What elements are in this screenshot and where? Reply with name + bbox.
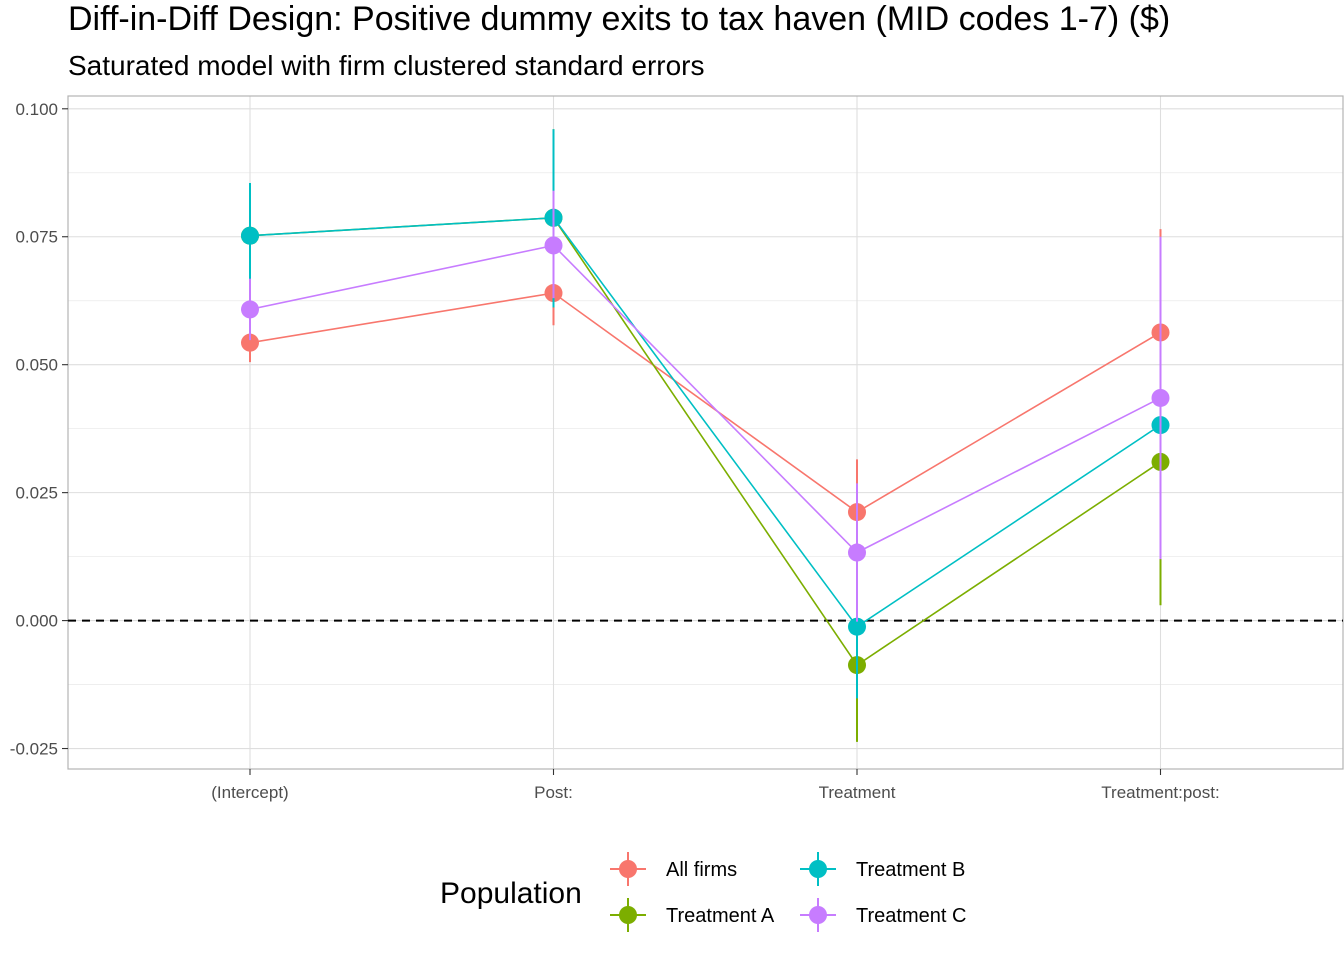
y-tick-label: 0.100 xyxy=(15,100,58,119)
y-tick-label: -0.025 xyxy=(10,740,58,759)
legend-label: Treatment B xyxy=(856,859,965,881)
data-point xyxy=(241,300,259,319)
legend-key-point xyxy=(809,860,827,878)
series-treatment-c xyxy=(241,190,1170,622)
legend-item-all-firms: All firms xyxy=(610,852,737,886)
series-layer xyxy=(241,129,1170,742)
chart-title: Diff-in-Diff Design: Positive dummy exit… xyxy=(68,0,1170,38)
series-treatment-a xyxy=(241,129,1170,742)
series-line xyxy=(249,216,1161,628)
plot-panel-border xyxy=(67,95,1344,770)
x-tick-label: Treatment:post: xyxy=(1101,783,1219,802)
legend-item-treatment-b: Treatment B xyxy=(800,852,965,886)
legend-key-point xyxy=(619,906,637,924)
legend-label: All firms xyxy=(666,859,737,881)
major-gridlines xyxy=(68,96,1343,769)
legend-label: Treatment C xyxy=(856,905,966,927)
y-tick-label: 0.000 xyxy=(15,612,58,631)
legend-item-treatment-c: Treatment C xyxy=(800,898,966,932)
data-point xyxy=(1151,388,1170,407)
x-tick-label: Treatment xyxy=(819,783,896,802)
chart-subtitle: Saturated model with firm clustered stan… xyxy=(68,50,705,81)
legend-keys: All firms Treatment A Treatment B Treatment… xyxy=(610,852,966,932)
y-tick-label: 0.075 xyxy=(15,228,58,247)
legend-title: Population xyxy=(440,877,582,910)
legend-item-treatment-a: Treatment A xyxy=(610,898,775,932)
series-line xyxy=(249,216,1161,667)
data-point xyxy=(848,617,866,636)
legend: Population All firms Treatment A Treatment… xyxy=(440,852,966,932)
series-line xyxy=(249,292,1161,514)
minor-gridlines xyxy=(68,172,1343,685)
data-point xyxy=(241,226,259,245)
series-treatment-b xyxy=(241,129,1170,699)
x-axis-ticks: (Intercept) Post: Treatment Treatment:post: xyxy=(211,769,1220,802)
data-point xyxy=(848,543,866,562)
y-tick-label: 0.025 xyxy=(15,484,58,503)
y-axis-ticks: -0.025 0.000 0.025 0.050 0.075 0.100 xyxy=(10,100,68,759)
legend-key-point xyxy=(809,906,827,924)
x-tick-label: (Intercept) xyxy=(211,783,288,802)
legend-key-point xyxy=(619,860,637,878)
data-point xyxy=(241,333,259,352)
y-tick-label: 0.050 xyxy=(15,356,58,375)
legend-label: Treatment A xyxy=(666,905,775,927)
x-tick-label: Post: xyxy=(534,783,573,802)
data-point xyxy=(544,236,563,255)
series-line xyxy=(249,244,1161,554)
